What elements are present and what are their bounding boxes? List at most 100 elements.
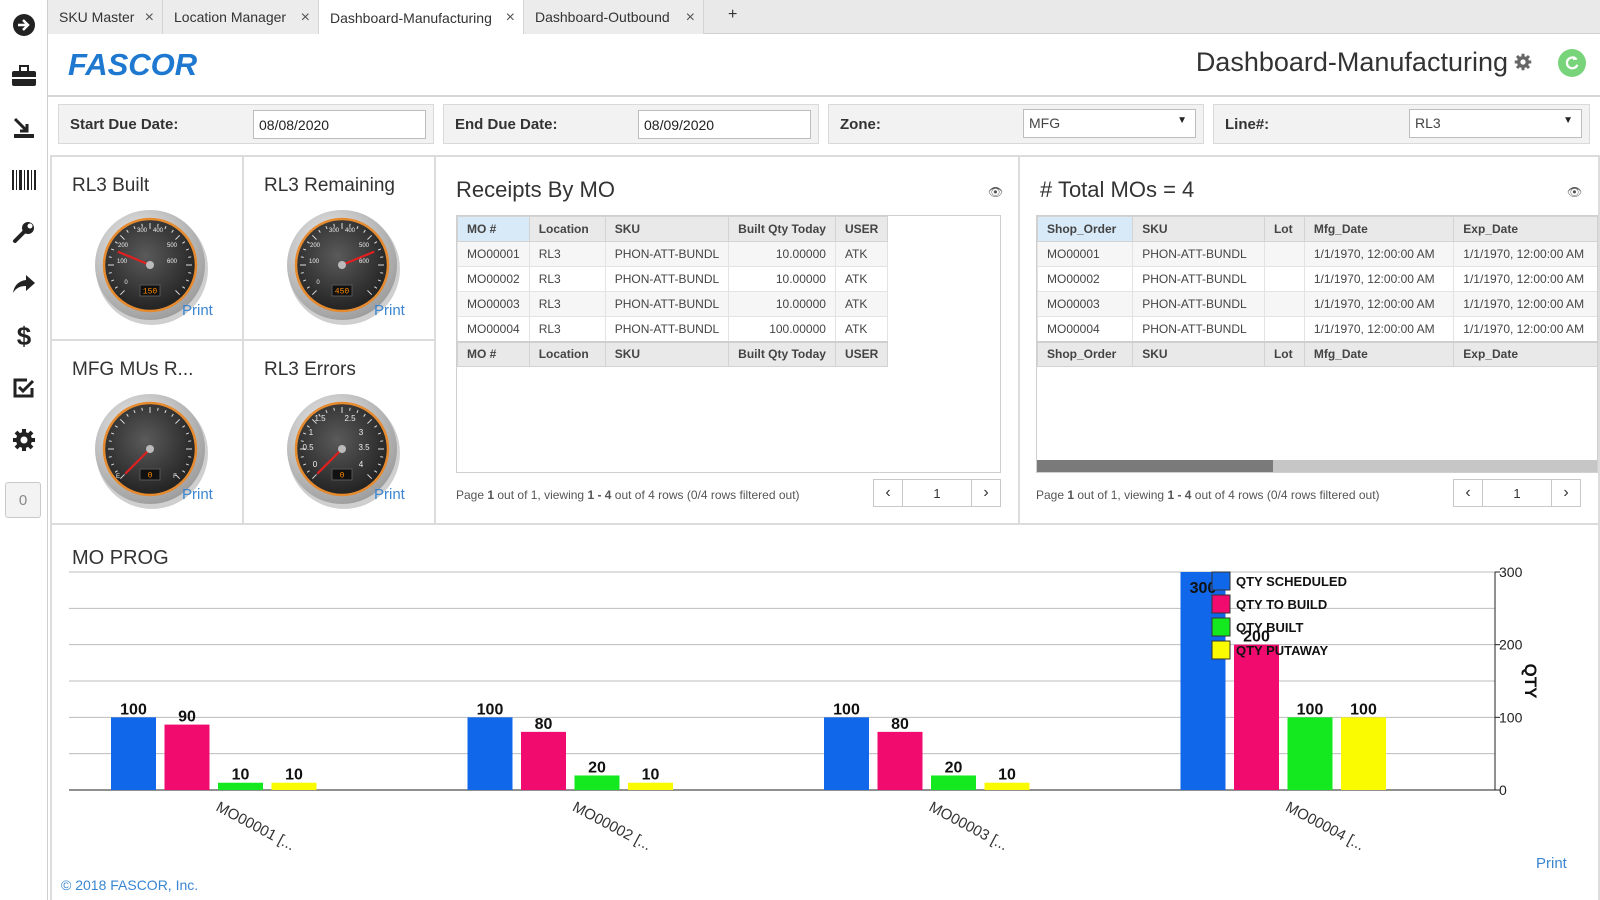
tab-location-manager[interactable]: Location Manager × <box>163 0 319 34</box>
column-footer[interactable]: SKU <box>604 340 730 367</box>
column-header[interactable]: SKU <box>604 216 730 242</box>
table-cell: MO00002 <box>457 266 530 292</box>
line-select[interactable]: RL3 ▼ <box>1409 109 1582 138</box>
end-due-date-input[interactable]: 08/09/2020 <box>638 110 811 139</box>
y-tick-label: 0 <box>1499 782 1507 798</box>
next-page-button[interactable]: › <box>983 484 989 501</box>
close-icon[interactable]: × <box>144 9 154 26</box>
gauge-tick <box>126 229 129 233</box>
bar[interactable] <box>628 782 673 790</box>
column-header[interactable]: Exp_Date <box>1453 216 1597 242</box>
close-icon[interactable]: × <box>300 9 310 26</box>
page-info-text: Page <box>456 488 488 502</box>
print-link[interactable]: Print <box>374 486 405 503</box>
column-header[interactable]: Lot <box>1263 216 1305 242</box>
gauge-tick <box>157 223 159 227</box>
gear-icon[interactable] <box>9 425 39 455</box>
column-footer[interactable]: Lot <box>1263 340 1305 367</box>
prev-page-button[interactable]: ‹ <box>885 484 891 501</box>
page-number-input[interactable]: 1 <box>1482 480 1552 506</box>
bar[interactable] <box>824 717 869 790</box>
gauge-tick <box>311 474 317 480</box>
next-page-button[interactable]: › <box>1563 484 1569 501</box>
zone-select[interactable]: MFG ▼ <box>1023 109 1196 138</box>
gauge-tick <box>141 223 143 227</box>
briefcase-icon[interactable] <box>9 61 39 91</box>
bar[interactable] <box>1341 717 1386 790</box>
table-row[interactable]: MO00002 RL3 PHON-ATT-BUNDL 10.00000 ATK <box>457 266 889 292</box>
table-cell: MO00001 <box>457 241 530 267</box>
column-header[interactable]: Built Qty Today <box>728 216 836 242</box>
barcode-icon[interactable] <box>9 165 39 195</box>
tab-sku-master[interactable]: SKU Master × <box>48 0 163 34</box>
settings-gear-icon[interactable] <box>1514 53 1532 76</box>
bar[interactable] <box>877 731 923 790</box>
notification-count-badge[interactable]: 0 <box>5 482 41 518</box>
column-header[interactable]: Shop_Order <box>1037 216 1134 242</box>
refresh-icon[interactable] <box>1558 49 1586 77</box>
gauge-tick <box>188 440 192 442</box>
table-row[interactable]: MO00004 PHON-ATT-BUNDL 1/1/1970, 12:00:00 … <box>1037 316 1597 342</box>
share-arrow-icon[interactable] <box>9 269 39 299</box>
eye-icon[interactable]: 👁 <box>1567 185 1583 199</box>
column-header[interactable]: Location <box>528 216 606 242</box>
column-header[interactable]: USER <box>834 216 889 242</box>
table-cell: MO00002 <box>1037 266 1134 292</box>
column-footer[interactable]: SKU <box>1132 340 1265 367</box>
column-footer[interactable]: MO # <box>457 340 530 367</box>
bar[interactable] <box>271 782 317 790</box>
tab-dashboard-manufacturing[interactable]: Dashboard-Manufacturing × <box>319 0 524 35</box>
close-icon[interactable]: × <box>685 9 695 26</box>
start-due-date-input[interactable]: 08/08/2020 <box>253 110 426 139</box>
wrench-icon[interactable] <box>9 217 39 247</box>
bar[interactable] <box>467 717 513 790</box>
page-number-input[interactable]: 1 <box>902 480 972 506</box>
bar[interactable] <box>931 775 976 790</box>
bar[interactable] <box>1287 717 1333 790</box>
print-link[interactable]: Print <box>374 302 405 319</box>
print-link[interactable]: Print <box>1536 855 1567 872</box>
eye-icon[interactable]: 👁 <box>988 185 1004 199</box>
bar[interactable] <box>521 731 566 790</box>
bar[interactable] <box>1234 644 1279 790</box>
table-row[interactable]: MO00001 PHON-ATT-BUNDL 1/1/1970, 12:00:00 … <box>1037 241 1597 267</box>
table-cell <box>1263 291 1305 317</box>
column-footer[interactable]: USER <box>834 340 889 367</box>
horizontal-scrollbar[interactable] <box>1037 460 1597 472</box>
print-link[interactable]: Print <box>182 302 213 319</box>
prev-page-button[interactable]: ‹ <box>1465 484 1471 501</box>
arrow-circle-icon[interactable] <box>9 10 39 40</box>
table-row[interactable]: MO00001 RL3 PHON-ATT-BUNDL 10.00000 ATK <box>457 241 889 267</box>
bar[interactable] <box>111 717 156 790</box>
column-header[interactable]: SKU <box>1132 216 1265 242</box>
bar[interactable] <box>574 775 620 790</box>
column-header[interactable]: Mfg_Date <box>1303 216 1455 242</box>
column-footer[interactable]: Exp_Date <box>1453 340 1597 367</box>
gauge-tick-label: 600 <box>167 259 178 265</box>
close-icon[interactable]: × <box>505 9 515 26</box>
bar[interactable] <box>164 724 210 790</box>
add-tab-button[interactable]: + <box>728 6 738 23</box>
column-footer[interactable]: Shop_Order <box>1037 340 1134 367</box>
table-cell: ATK <box>834 316 889 342</box>
table-row[interactable]: MO00002 PHON-ATT-BUNDL 1/1/1970, 12:00:00 … <box>1037 266 1597 292</box>
dollar-icon[interactable]: $ <box>16 320 32 351</box>
bar[interactable] <box>218 782 263 790</box>
table-row[interactable]: MO00004 RL3 PHON-ATT-BUNDL 100.00000 ATK <box>457 316 889 342</box>
print-link[interactable]: Print <box>182 486 213 503</box>
gauge: 200 300 100 400 500 600 0 450 <box>284 207 404 332</box>
receiving-icon[interactable] <box>9 113 39 143</box>
table-cell <box>1263 266 1305 292</box>
table-row[interactable]: MO00003 PHON-ATT-BUNDL 1/1/1970, 12:00:00 … <box>1037 291 1597 317</box>
scrollbar-thumb[interactable] <box>1037 460 1273 472</box>
column-footer[interactable]: Mfg_Date <box>1303 340 1455 367</box>
gauge-tick <box>119 290 125 296</box>
column-footer[interactable]: Built Qty Today <box>728 340 836 367</box>
bar[interactable] <box>984 782 1030 790</box>
gauge-needle <box>117 250 152 267</box>
column-header[interactable]: MO # <box>457 216 530 242</box>
column-footer[interactable]: Location <box>528 340 606 367</box>
tab-dashboard-outbound[interactable]: Dashboard-Outbound × <box>524 0 704 34</box>
checklist-icon[interactable] <box>9 373 39 403</box>
table-row[interactable]: MO00003 RL3 PHON-ATT-BUNDL 10.00000 ATK <box>457 291 889 317</box>
